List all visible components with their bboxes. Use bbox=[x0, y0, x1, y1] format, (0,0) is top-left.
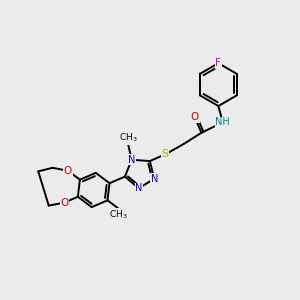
Text: N: N bbox=[135, 183, 142, 193]
Text: F: F bbox=[215, 58, 221, 68]
Text: N: N bbox=[151, 174, 158, 184]
Text: O: O bbox=[60, 198, 68, 208]
Text: CH$_3$: CH$_3$ bbox=[119, 132, 137, 144]
Text: O: O bbox=[64, 166, 72, 176]
Text: S: S bbox=[162, 149, 169, 160]
Text: NH: NH bbox=[215, 117, 230, 128]
Text: O: O bbox=[191, 112, 199, 122]
Text: N: N bbox=[128, 155, 135, 165]
Text: CH$_3$: CH$_3$ bbox=[109, 208, 128, 221]
